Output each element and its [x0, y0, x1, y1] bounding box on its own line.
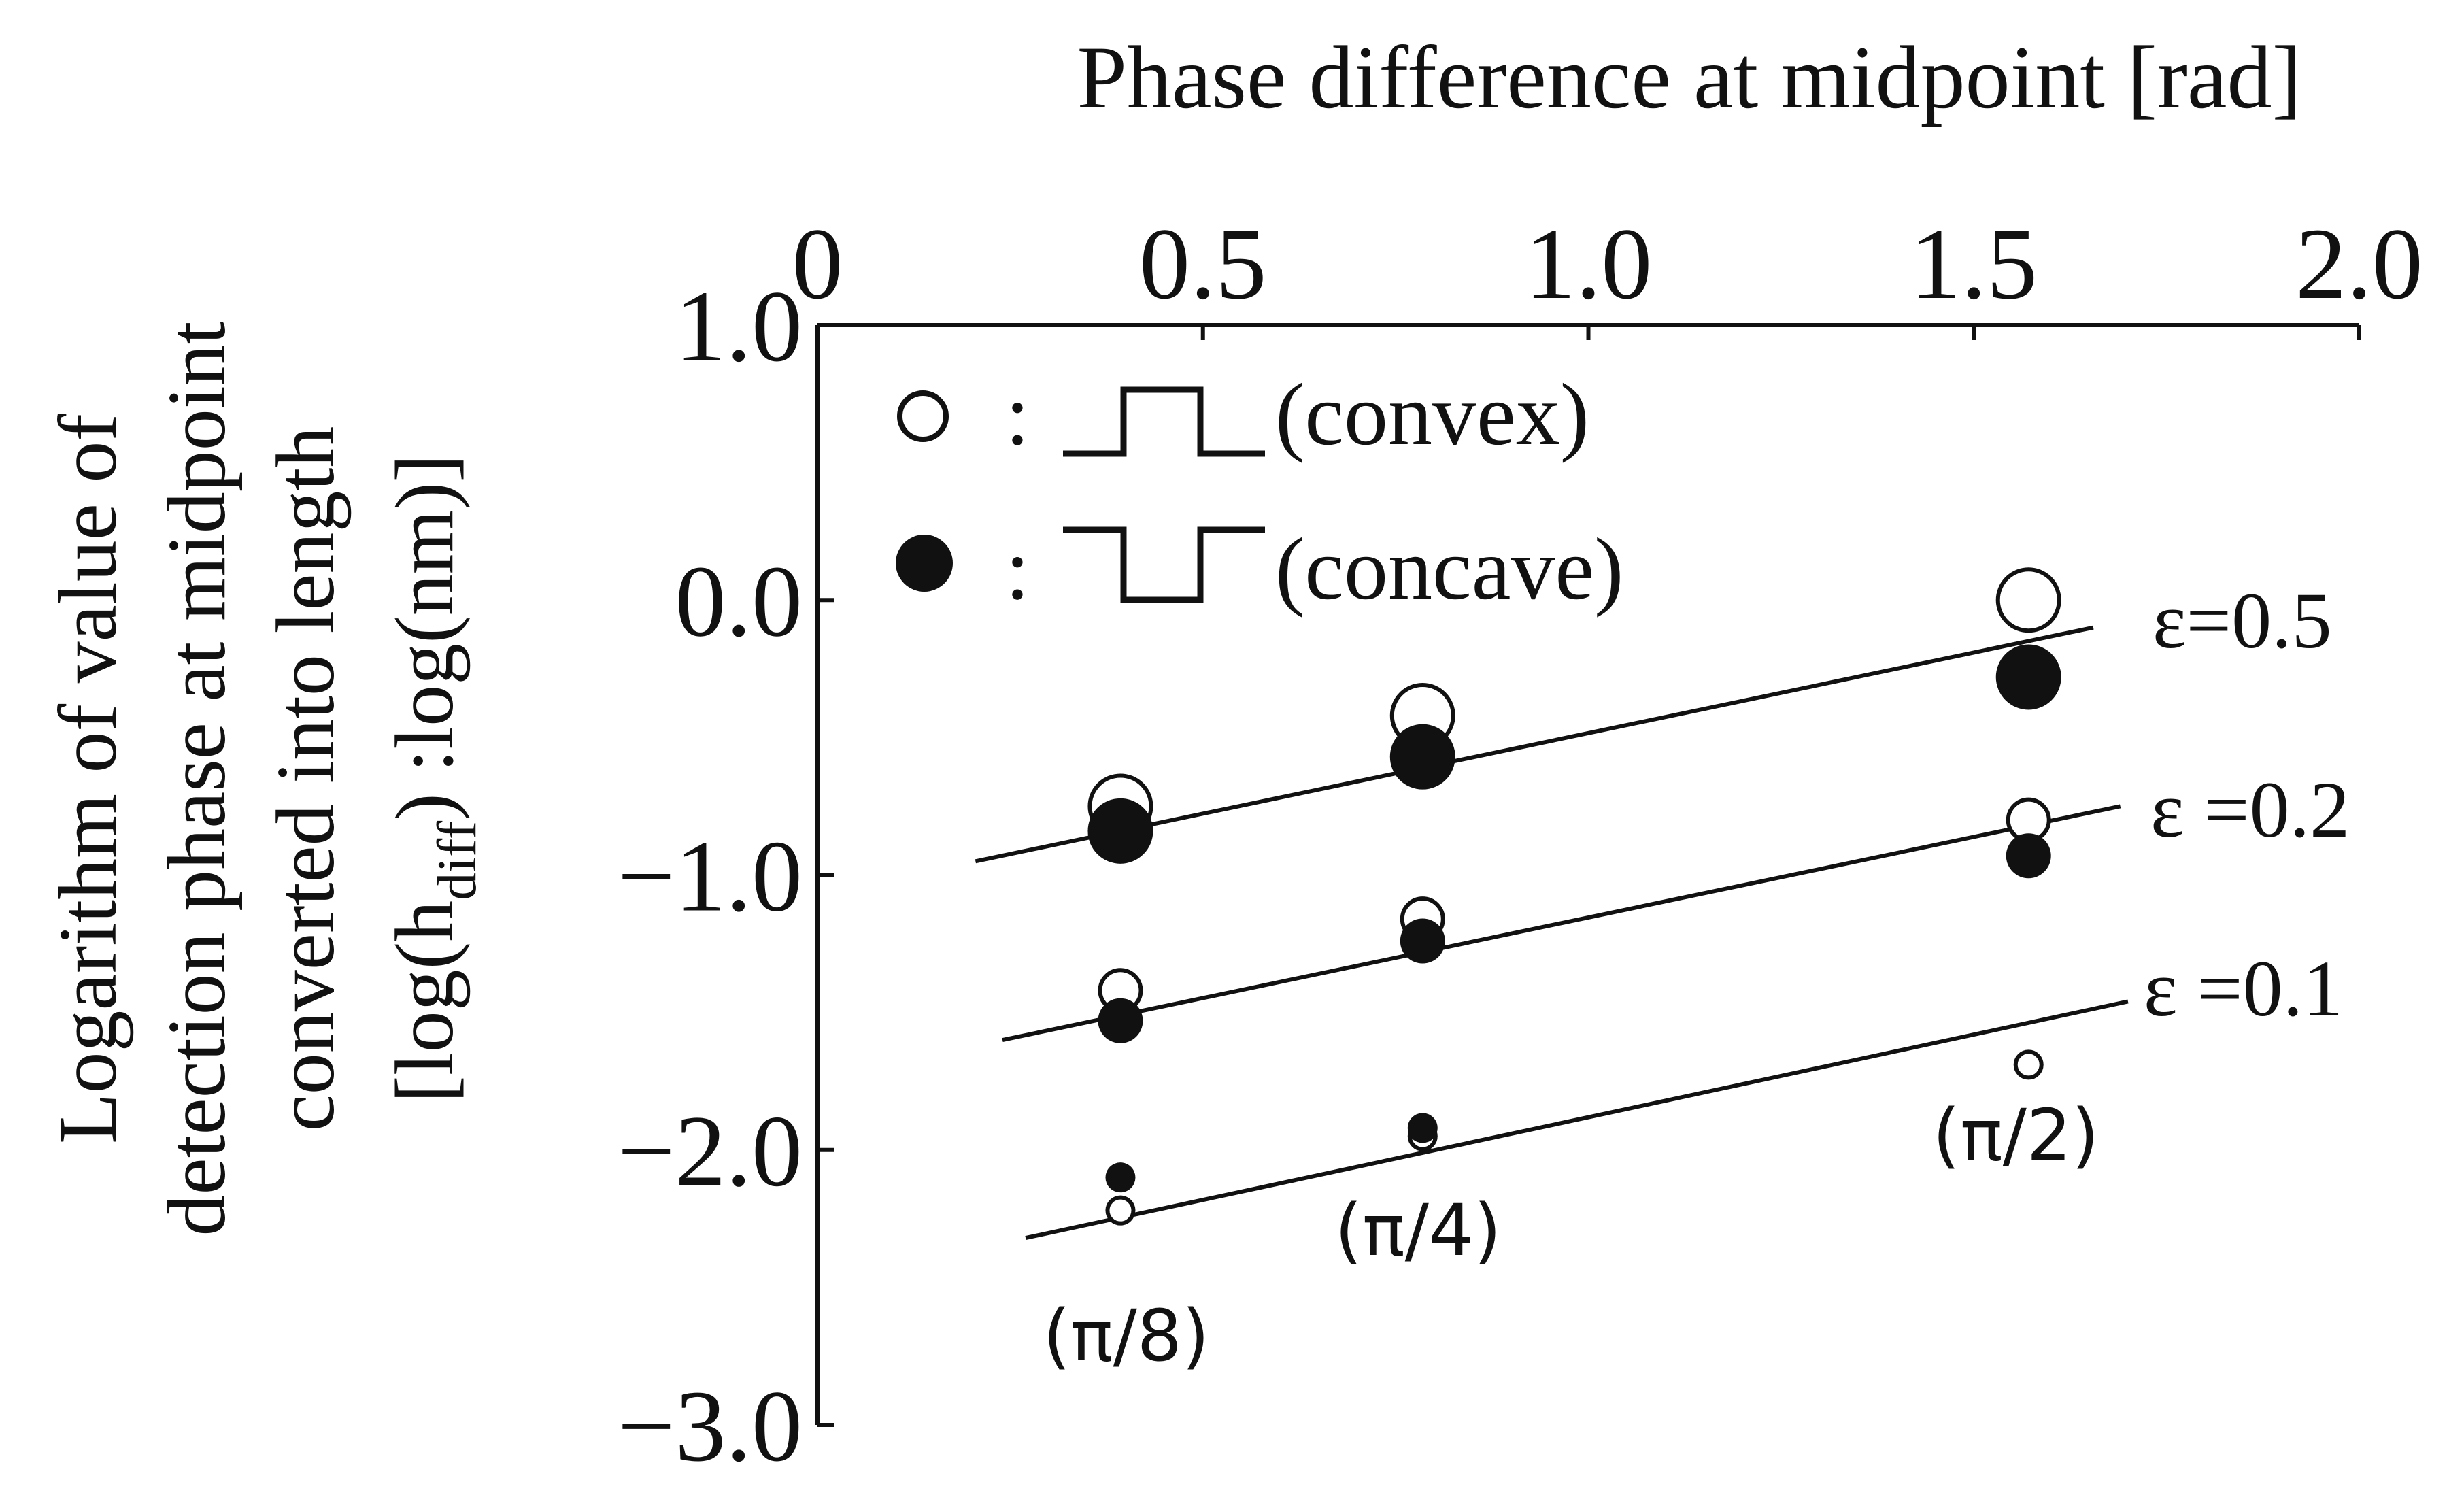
top-axis-tick-label: 1.0: [1525, 207, 1653, 320]
legend-label-convex: (convex): [1275, 366, 1589, 464]
fit-line-eps-0.1: [1025, 999, 2129, 1241]
left-axis-ticks: 1.0 0.0 −1.0 −2.0 −3.0: [618, 270, 834, 1483]
y-axis-unit-subscript: diff: [426, 820, 488, 901]
fit-lines: [975, 625, 2129, 1241]
point-concave-eps-0.2: [1400, 918, 1445, 964]
top-axis-ticks: 0 0.5 1.0 1.5 2.0: [792, 207, 2423, 340]
y-axis-title-line-3: converted into length: [260, 426, 352, 1132]
legend-label-concave: (concave): [1275, 520, 1623, 618]
top-axis-tick-label: 2.0: [2295, 207, 2423, 320]
point-convex-eps-0.1: [1105, 1195, 1136, 1226]
point-convex-eps-0.5: [1995, 567, 2061, 633]
point-concave-eps-0.2: [2006, 833, 2051, 879]
top-axis-tick-label: 0: [792, 207, 843, 320]
left-axis-tick-label: 0.0: [675, 545, 803, 658]
top-axis-title: Phase difference at midpoint [rad]: [1077, 27, 2302, 127]
y-axis-title: Logarithm of value of detection phase at…: [42, 321, 488, 1236]
top-axis-tick-label: 1.5: [1910, 207, 2038, 320]
y-axis-title-line-2: detection phase at midpoint: [151, 321, 243, 1236]
convex-step-icon: [1063, 386, 1265, 457]
annotation-pi-8: (π/8): [1043, 1294, 1210, 1377]
fit-line-eps-0.2: [1002, 804, 2121, 1042]
legend-item-concave: : (concave): [896, 520, 1623, 618]
left-axis-tick-label: −3.0: [618, 1370, 803, 1483]
left-axis-tick-label: −1.0: [618, 820, 803, 933]
annotation-pi-4: (π/4): [1335, 1189, 1502, 1272]
legend: : (convex) : (concave): [896, 366, 1623, 618]
annotations: (π/8) (π/4) (π/2): [1043, 1094, 2099, 1377]
left-axis-tick-label: −2.0: [618, 1095, 803, 1208]
legend-filled-circle-marker: [896, 535, 953, 592]
annotation-pi-2: (π/2): [1933, 1094, 2099, 1177]
point-concave-eps-0.5: [1087, 798, 1153, 864]
epsilon-labels: ε=0.5 ε =0.2 ε =0.1: [2144, 576, 2350, 1033]
point-convex-eps-0.1: [2013, 1049, 2044, 1080]
fit-line-eps-0.5: [975, 625, 2094, 864]
legend-separator-convex: :: [1005, 366, 1030, 464]
y-axis-unit-suffix: ) :log(nm)]: [379, 454, 471, 821]
point-concave-eps-0.5: [1995, 644, 2061, 710]
y-axis-unit-prefix: [log(h: [379, 901, 471, 1103]
point-concave-eps-0.5: [1389, 724, 1455, 790]
concave-step-icon: [1063, 526, 1265, 603]
top-axis-tick-label: 0.5: [1139, 207, 1267, 320]
point-concave-eps-0.1: [1105, 1162, 1136, 1193]
left-axis-tick-label: 1.0: [675, 270, 803, 383]
epsilon-label-0.1: ε =0.1: [2144, 944, 2343, 1033]
y-axis-title-unit: [log(hdiff) :log(nm)]: [379, 454, 488, 1103]
y-axis-title-line-1: Logarithm of value of: [42, 414, 134, 1144]
epsilon-label-0.5: ε=0.5: [2153, 576, 2332, 665]
legend-open-circle-marker: [897, 390, 949, 442]
legend-item-convex: : (convex): [897, 366, 1589, 464]
epsilon-label-0.2: ε =0.2: [2150, 765, 2350, 854]
point-concave-eps-0.1: [1407, 1113, 1438, 1143]
point-concave-eps-0.2: [1098, 998, 1143, 1043]
data-points: [1087, 567, 2061, 1226]
legend-separator-concave: :: [1005, 520, 1030, 618]
